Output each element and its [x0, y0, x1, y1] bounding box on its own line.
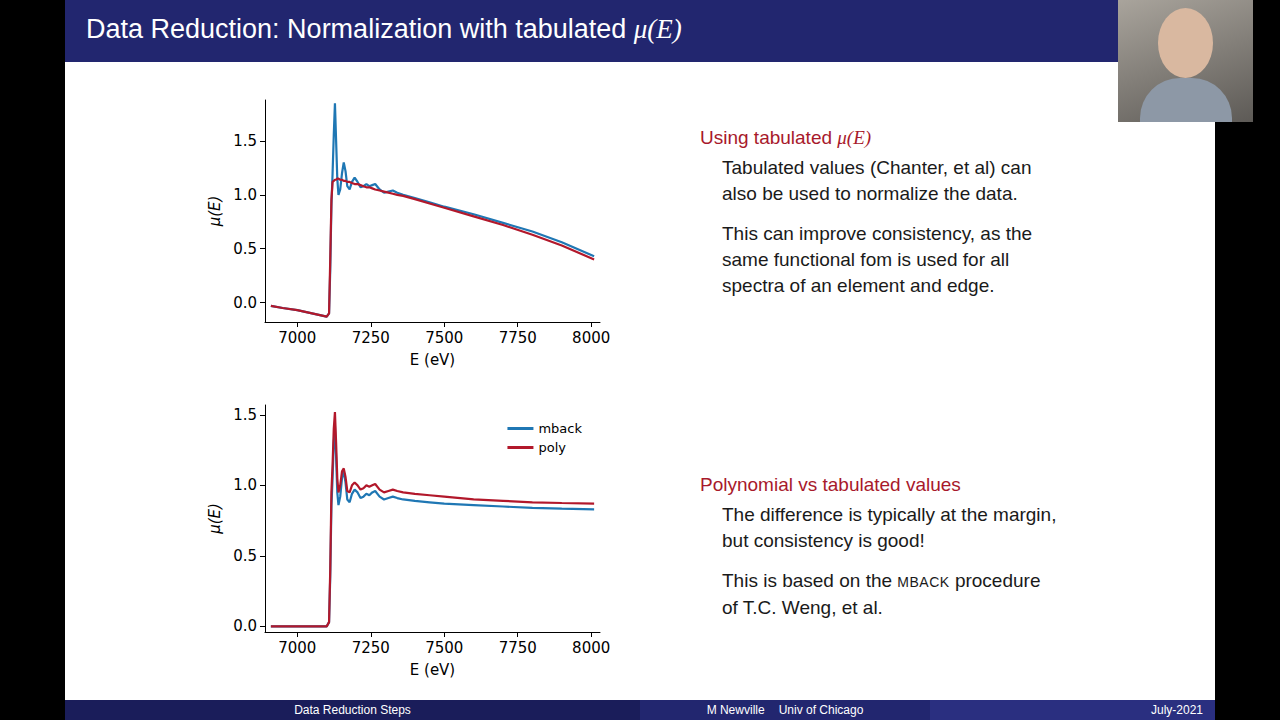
- html-text:The difference is typically at: The difference is typically at the margi…: [722, 504, 1057, 551]
- svg-text:μ(E): μ(E): [206, 503, 224, 535]
- svg-text:μ(E): μ(E): [206, 196, 224, 228]
- svg-text:7750: 7750: [499, 329, 537, 347]
- svg-text:0.5: 0.5: [233, 240, 257, 258]
- html-text:Using tabulated μ(E): Using tabulated μ(E): [700, 127, 872, 148]
- svg-text:1.0: 1.0: [233, 186, 257, 204]
- html-text:Polynomial vs tabulated values: Polynomial vs tabulated values: [700, 474, 961, 495]
- html-text:Data Reduction: Normalization: Data Reduction: Normalization with tabul…: [86, 14, 682, 44]
- svg-text:7500: 7500: [425, 329, 463, 347]
- html-text:This is based on theMBACKproce: This is based on theMBACKprocedure of T.…: [722, 570, 1041, 618]
- html-text:This can improve consistency,: This can improve consistency, as the sam…: [722, 223, 1033, 296]
- svg-text:7750: 7750: [499, 639, 537, 657]
- svg-text:7000: 7000: [278, 639, 316, 657]
- svg-text:poly: poly: [538, 440, 566, 455]
- svg-text:7250: 7250: [352, 329, 390, 347]
- svg-text:1.0: 1.0: [233, 476, 257, 494]
- svg-text:0.0: 0.0: [233, 294, 257, 312]
- html-text:Data Reduction Steps: Data Reduction Steps: [294, 703, 411, 717]
- html-text:M Newville: M Newville: [706, 703, 765, 717]
- svg-text:7250: 7250: [352, 639, 390, 657]
- svg-text:E (eV): E (eV): [410, 661, 455, 679]
- svg-text:0.0: 0.0: [233, 617, 257, 635]
- html-text:Univ of Chicago: Univ of Chicago: [778, 703, 864, 717]
- svg-text:7500: 7500: [425, 639, 463, 657]
- svg-text:8000: 8000: [572, 329, 610, 347]
- svg-text:7000: 7000: [278, 329, 316, 347]
- html-text:Tabulated values (Chanter, et: Tabulated values (Chanter, et al) can al…: [722, 157, 1032, 204]
- svg-text:1.5: 1.5: [233, 132, 257, 150]
- svg-text:mback: mback: [538, 421, 582, 436]
- svg-text:0.5: 0.5: [233, 547, 257, 565]
- svg-text:8000: 8000: [572, 639, 610, 657]
- svg-text:E (eV): E (eV): [410, 351, 455, 369]
- svg-text:1.5: 1.5: [233, 406, 257, 424]
- html-text:July-2021: July-2021: [1151, 703, 1203, 717]
